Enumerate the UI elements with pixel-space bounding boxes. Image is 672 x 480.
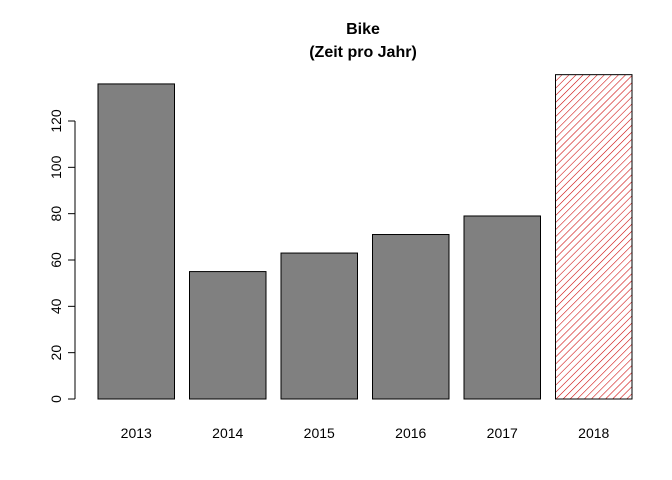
x-tick-label: 2017 — [487, 425, 518, 441]
y-tick-label: 100 — [48, 155, 64, 179]
bar-2017 — [463, 215, 541, 400]
bar-2018 — [555, 74, 633, 400]
y-tick-label: 40 — [48, 298, 64, 314]
y-tick-label: 20 — [48, 345, 64, 361]
y-tick-label: 60 — [48, 252, 64, 268]
x-tick-label: 2018 — [578, 425, 609, 441]
bar-2014 — [189, 271, 267, 400]
chart-title: Bike — [346, 21, 380, 38]
bar-2015 — [280, 252, 358, 400]
bar-2013 — [97, 83, 175, 400]
bar-2016 — [372, 234, 450, 400]
chart-subtitle: (Zeit pro Jahr) — [309, 44, 417, 61]
y-tick-label: 80 — [48, 206, 64, 222]
x-tick-label: 2016 — [395, 425, 426, 441]
y-axis: 0 20 40 60 80 100 120 — [48, 109, 76, 403]
bars-group — [97, 74, 633, 400]
x-tick-labels: 2013 2014 2015 2016 2017 2018 — [121, 425, 610, 441]
x-tick-label: 2015 — [304, 425, 335, 441]
y-tick-label: 120 — [48, 109, 64, 133]
x-tick-label: 2014 — [212, 425, 243, 441]
x-tick-label: 2013 — [121, 425, 152, 441]
y-tick-label: 0 — [48, 395, 64, 403]
